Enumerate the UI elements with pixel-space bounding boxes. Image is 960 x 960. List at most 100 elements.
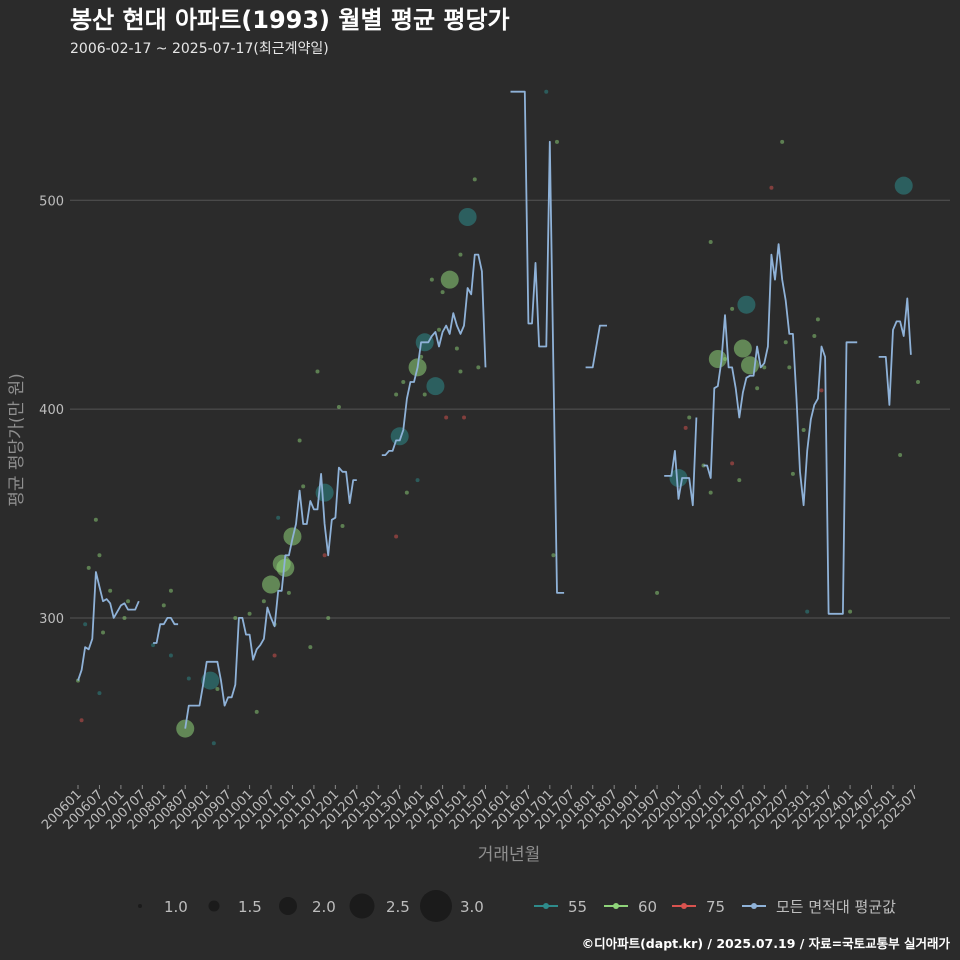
data-point [97,691,102,696]
data-point [168,588,173,593]
average-line-segment [585,324,607,369]
legend-size-key [279,897,297,915]
data-point [787,365,792,370]
data-point [780,139,785,144]
data-point [247,611,252,616]
grid [70,199,950,619]
data-point [336,405,341,410]
data-point [462,415,467,420]
legend-color-dot [543,903,549,909]
legend-size-key [138,904,142,908]
data-point [108,588,113,593]
legend-size-label: 2.5 [386,898,410,916]
data-point [790,471,795,476]
data-point [429,277,434,282]
legend-color-label: 60 [638,898,657,916]
data-point [458,252,463,257]
data-point [783,340,788,345]
data-point [708,490,713,495]
data-point [805,609,810,614]
y-axis-ticks: 300 400 500 [39,194,64,627]
data-point [422,392,427,397]
data-point [708,240,713,245]
average-line-segment [510,90,565,594]
legend-color-dot [613,903,619,909]
data-point [730,461,735,466]
data-point [186,676,191,681]
data-point [201,671,220,690]
average-line-segment [184,466,357,729]
data-point [458,369,463,374]
legend-color-dot [751,903,757,909]
data-point [669,469,688,488]
data-point [276,515,281,520]
data-point [554,139,559,144]
chart-title: 봉산 현대 아파트(1993) 월별 평균 평당가 [70,6,510,34]
data-point [390,427,409,446]
data-point [151,643,156,648]
data-point [301,484,306,489]
legend-size-label: 3.0 [460,898,484,916]
legend-size-key [208,900,220,912]
x-axis-title: 거래년월 [478,845,541,865]
data-point [340,524,345,529]
average-line-segment [878,297,912,406]
data-point [687,415,692,420]
data-point [916,379,920,384]
legend-size-key [420,890,452,922]
average-line-segment [703,243,858,615]
data-point [126,599,131,604]
data-point [730,306,735,311]
legend-size-label: 1.5 [238,898,262,916]
data-point [168,653,173,658]
data-point [101,630,106,635]
data-point [215,686,220,691]
caption: ©디아파트(dapt.kr) / 2025.07.19 / 자료=국토교통부 실… [582,936,951,951]
legend: 1.0 1.5 2.0 2.5 3.0 55 60 75 모든 면적대 평균값 [138,890,896,922]
data-point [755,386,760,391]
data-point [322,553,327,558]
data-point [286,590,291,595]
data-point [812,334,817,339]
data-point [276,558,295,577]
data-point [737,295,756,314]
data-point [233,615,238,620]
x-axis-ticks: 2006012006072007012007072008012008072009… [39,785,921,833]
data-point [394,534,399,539]
legend-color-label: 55 [568,898,587,916]
average-line-segment [77,571,140,681]
data-point [733,339,752,358]
data-point [458,208,477,226]
data-point [326,615,331,620]
data-point [97,553,102,558]
data-point [737,478,742,483]
data-point [419,354,424,359]
data-point [404,490,409,495]
data-point [426,377,445,396]
data-point [122,615,127,620]
data-point [762,365,767,370]
chart-subtitle: 2006-02-17 ~ 2025-07-17(최근계약일) [70,41,329,57]
data-point [898,453,903,458]
data-point [401,379,406,384]
data-point [454,346,459,351]
data-point [683,425,688,430]
data-point [655,590,660,595]
scatter-points [76,89,920,746]
data-point [801,428,806,432]
data-point [722,357,727,361]
data-point [476,365,481,370]
data-point [769,185,774,190]
legend-color-dot [681,903,687,909]
data-point [551,553,556,558]
y-tick-label: 400 [39,403,64,418]
data-point [440,270,459,289]
average-line-segment [664,417,698,507]
data-point [437,327,442,332]
data-point [894,176,913,195]
data-point [262,575,281,594]
legend-color-label: 모든 면적대 평균값 [776,898,896,916]
data-point [297,438,302,443]
data-point [815,317,820,322]
